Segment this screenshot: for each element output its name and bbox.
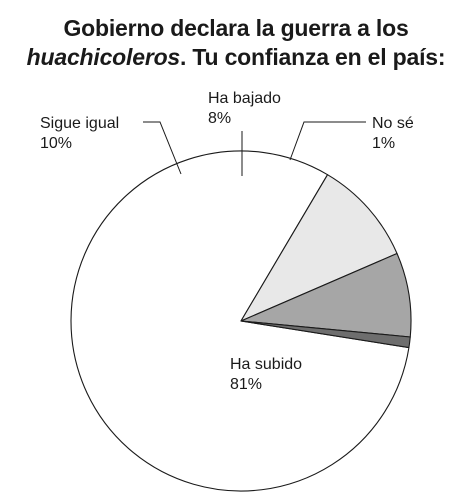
slice-value-ha-bajado: 8% xyxy=(208,110,231,127)
slice-value-sigue-igual: 10% xyxy=(40,135,72,152)
title-line-2: huachicoleros. Tu confianza en el país: xyxy=(0,43,472,72)
leader-line-sigue-igual xyxy=(143,121,182,175)
pie-slice-sigue-igual xyxy=(240,174,398,322)
slice-label-ha-bajado: Ha bajado xyxy=(208,90,281,107)
title-italic-word: huachicoleros xyxy=(26,44,181,70)
slice-label-ha-subido: Ha subido xyxy=(230,356,302,373)
slice-value-ha-subido: 81% xyxy=(230,376,262,393)
title-line-1: Gobierno declara la guerra a los xyxy=(63,15,409,41)
leader-line-no-se xyxy=(289,121,366,161)
leader-lines xyxy=(143,121,366,176)
slice-label-no-se: No sé xyxy=(372,115,414,132)
slice-value-no-se: 1% xyxy=(372,135,395,152)
pie-slice-ha-subido xyxy=(70,150,410,492)
pie-slices xyxy=(70,150,412,492)
chart-title: Gobierno declara la guerra a los huachic… xyxy=(0,14,472,72)
title-line-2-rest: . Tu confianza en el país: xyxy=(180,44,446,70)
slice-label-sigue-igual: Sigue igual xyxy=(40,115,119,132)
pie-slice-no-se xyxy=(240,320,411,349)
slice-labels: Ha subido 81% Sigue igual 10% Ha bajado 8% No … xyxy=(40,90,414,393)
